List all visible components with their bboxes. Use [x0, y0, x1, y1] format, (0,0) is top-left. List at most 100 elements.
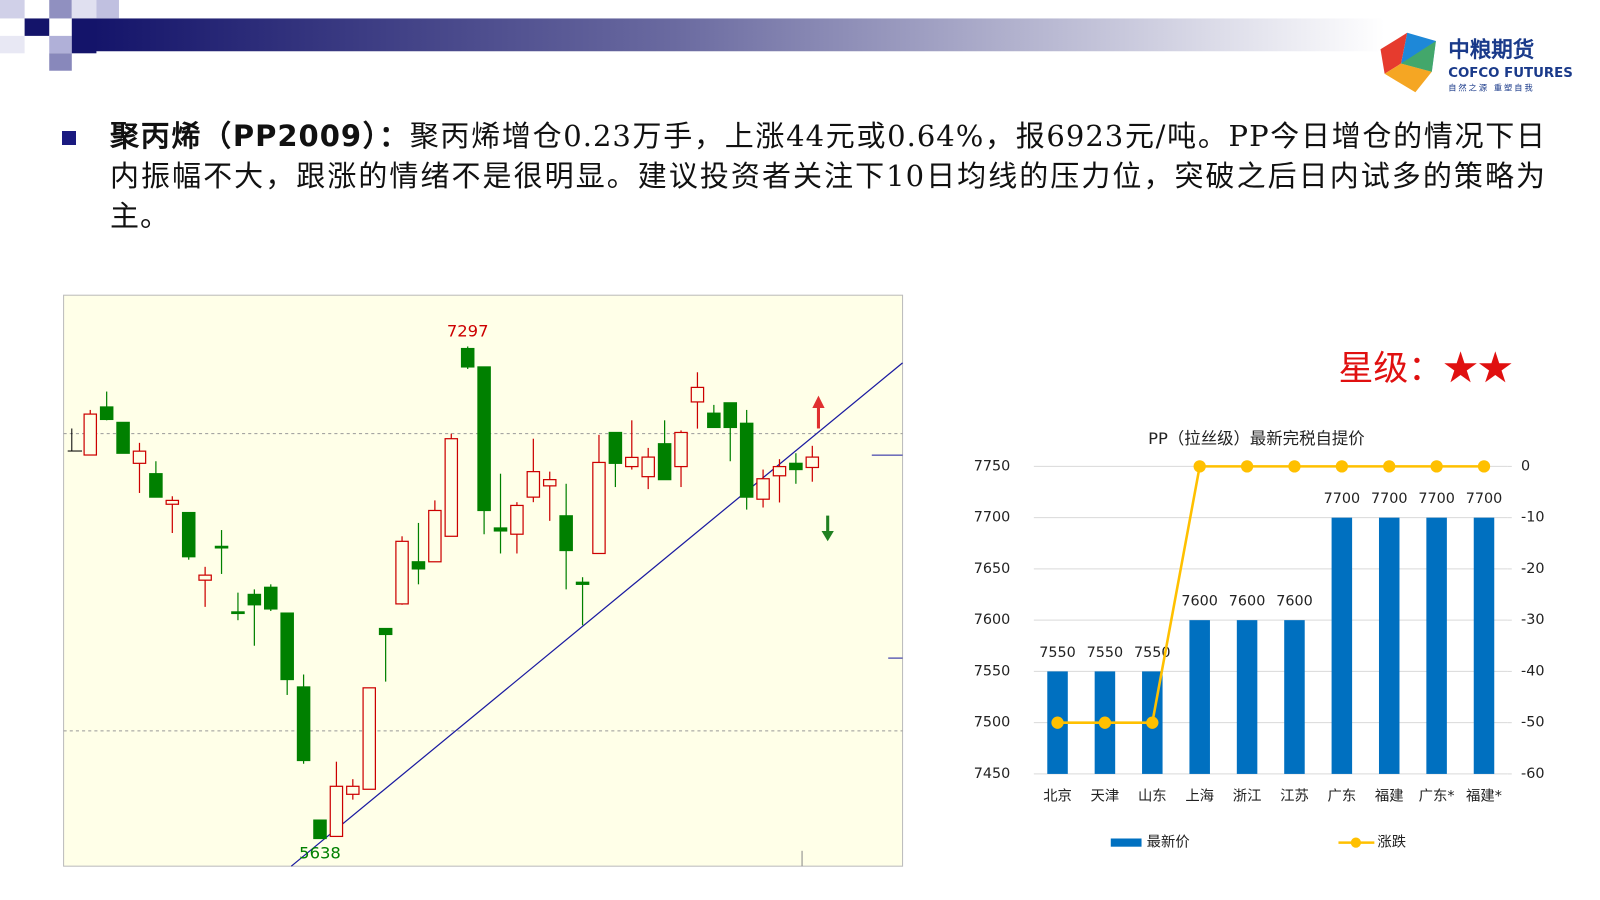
line-point	[1288, 460, 1301, 473]
bar-value-label: 7600	[1181, 594, 1218, 610]
x-tick-label: 上海	[1185, 787, 1214, 804]
bar-value-label: 7600	[1276, 594, 1313, 610]
logo-mark	[1380, 32, 1436, 93]
bar	[1331, 517, 1353, 774]
x-tick-label: 浙江	[1233, 787, 1262, 804]
candle-body	[296, 686, 311, 762]
logo-english: COFCO FUTURES	[1448, 66, 1573, 81]
signal-arrows	[812, 395, 834, 542]
candle-body	[313, 819, 327, 840]
y-tick-label: 7500	[974, 715, 1011, 731]
bar	[1284, 620, 1305, 774]
y2-tick-label: -30	[1521, 612, 1544, 628]
bar	[1473, 517, 1495, 774]
line-point	[1477, 460, 1491, 473]
line-point	[1383, 460, 1396, 473]
line-point	[1193, 460, 1206, 473]
legend-label: 涨跌	[1377, 834, 1406, 851]
bar	[1378, 517, 1400, 774]
candle-body	[526, 471, 541, 498]
candle-body	[772, 465, 787, 477]
bar-value-label: 7550	[1134, 645, 1171, 661]
candle-body	[674, 431, 688, 468]
line-point	[1240, 460, 1254, 473]
bar	[1236, 620, 1258, 774]
candle-body	[805, 456, 820, 469]
y-tick-label: 7450	[974, 766, 1011, 782]
candle-body	[559, 515, 573, 552]
candle-body	[542, 479, 557, 487]
y-tick-label: 7750	[974, 458, 1011, 474]
candle-body	[198, 574, 212, 581]
x-tick-label: 福建*	[1466, 787, 1502, 804]
candle-body	[739, 422, 754, 498]
candle-body	[707, 412, 721, 429]
header-squares	[0, 0, 119, 71]
rating: 星级：★★	[1338, 349, 1512, 389]
legend-swatch	[1110, 838, 1142, 847]
y2-tick-label: -20	[1521, 561, 1544, 577]
candle-body	[608, 431, 623, 464]
y2-tick-label: -50	[1521, 715, 1544, 731]
candle-body	[756, 478, 770, 500]
line-point	[1335, 460, 1348, 473]
candle-body	[99, 406, 114, 421]
panel-marks	[67, 428, 903, 867]
paragraph-lead: 聚丙烯（PP2009）：	[110, 119, 410, 153]
candle-body	[247, 593, 262, 606]
candle-body	[592, 461, 606, 555]
candle-body	[641, 456, 655, 478]
low-label: 5638	[299, 843, 341, 862]
bar-value-label: 7700	[1324, 491, 1361, 507]
x-tick-label: 江苏	[1280, 787, 1309, 804]
bar	[1426, 517, 1447, 774]
candle-body	[181, 511, 196, 558]
candle-body	[378, 627, 393, 636]
candle-body	[625, 456, 639, 468]
x-tick-label: 福建	[1375, 787, 1404, 804]
y-tick-label: 7650	[974, 561, 1011, 577]
chart-title: PP（拉丝级）最新完税自提价	[1148, 429, 1365, 448]
candle-body	[723, 402, 738, 429]
candle-body	[657, 443, 672, 481]
candle-body	[165, 499, 180, 505]
line-point	[1146, 716, 1159, 729]
bar	[1189, 620, 1210, 774]
bullet	[62, 131, 76, 145]
y-tick-label: 7550	[974, 663, 1011, 679]
bar-value-label: 7550	[1039, 645, 1076, 661]
candle-body	[83, 413, 98, 456]
candle-body	[395, 540, 409, 605]
bar-value-label: 7600	[1229, 594, 1266, 610]
candle-body	[428, 509, 442, 563]
paragraph: 聚丙烯（PP2009）：聚丙烯增仓0.23万手，上涨44元或0.64%，报692…	[110, 116, 1546, 236]
candle-body	[510, 504, 524, 535]
bar-value-label: 7700	[1418, 491, 1455, 507]
x-tick-label: 天津	[1091, 787, 1120, 804]
line	[1057, 465, 1485, 724]
candle-body	[690, 386, 705, 403]
candle-body	[149, 473, 163, 498]
high-label: 7297	[447, 322, 489, 341]
legend-label: 最新价	[1147, 834, 1190, 851]
candle-body	[444, 438, 459, 537]
candle-body	[460, 347, 475, 368]
candle-body	[411, 561, 426, 570]
logo-name: 中粮期货	[1448, 37, 1534, 63]
line-point	[1051, 716, 1064, 729]
x-tick-label: 广东*	[1419, 787, 1455, 804]
candle-body	[132, 450, 147, 464]
candle-body	[493, 527, 508, 532]
header-band	[92, 18, 1385, 52]
candle-body	[362, 687, 376, 790]
trend-line	[290, 362, 903, 867]
x-tick-label: 广东	[1327, 787, 1356, 804]
y2-tick-label: 0	[1521, 458, 1530, 474]
y2-tick-label: -10	[1521, 510, 1544, 526]
y-tick-label: 7700	[974, 510, 1011, 526]
candle-body	[116, 421, 130, 454]
y2-tick-label: -40	[1521, 663, 1544, 679]
candle-body	[263, 586, 278, 610]
